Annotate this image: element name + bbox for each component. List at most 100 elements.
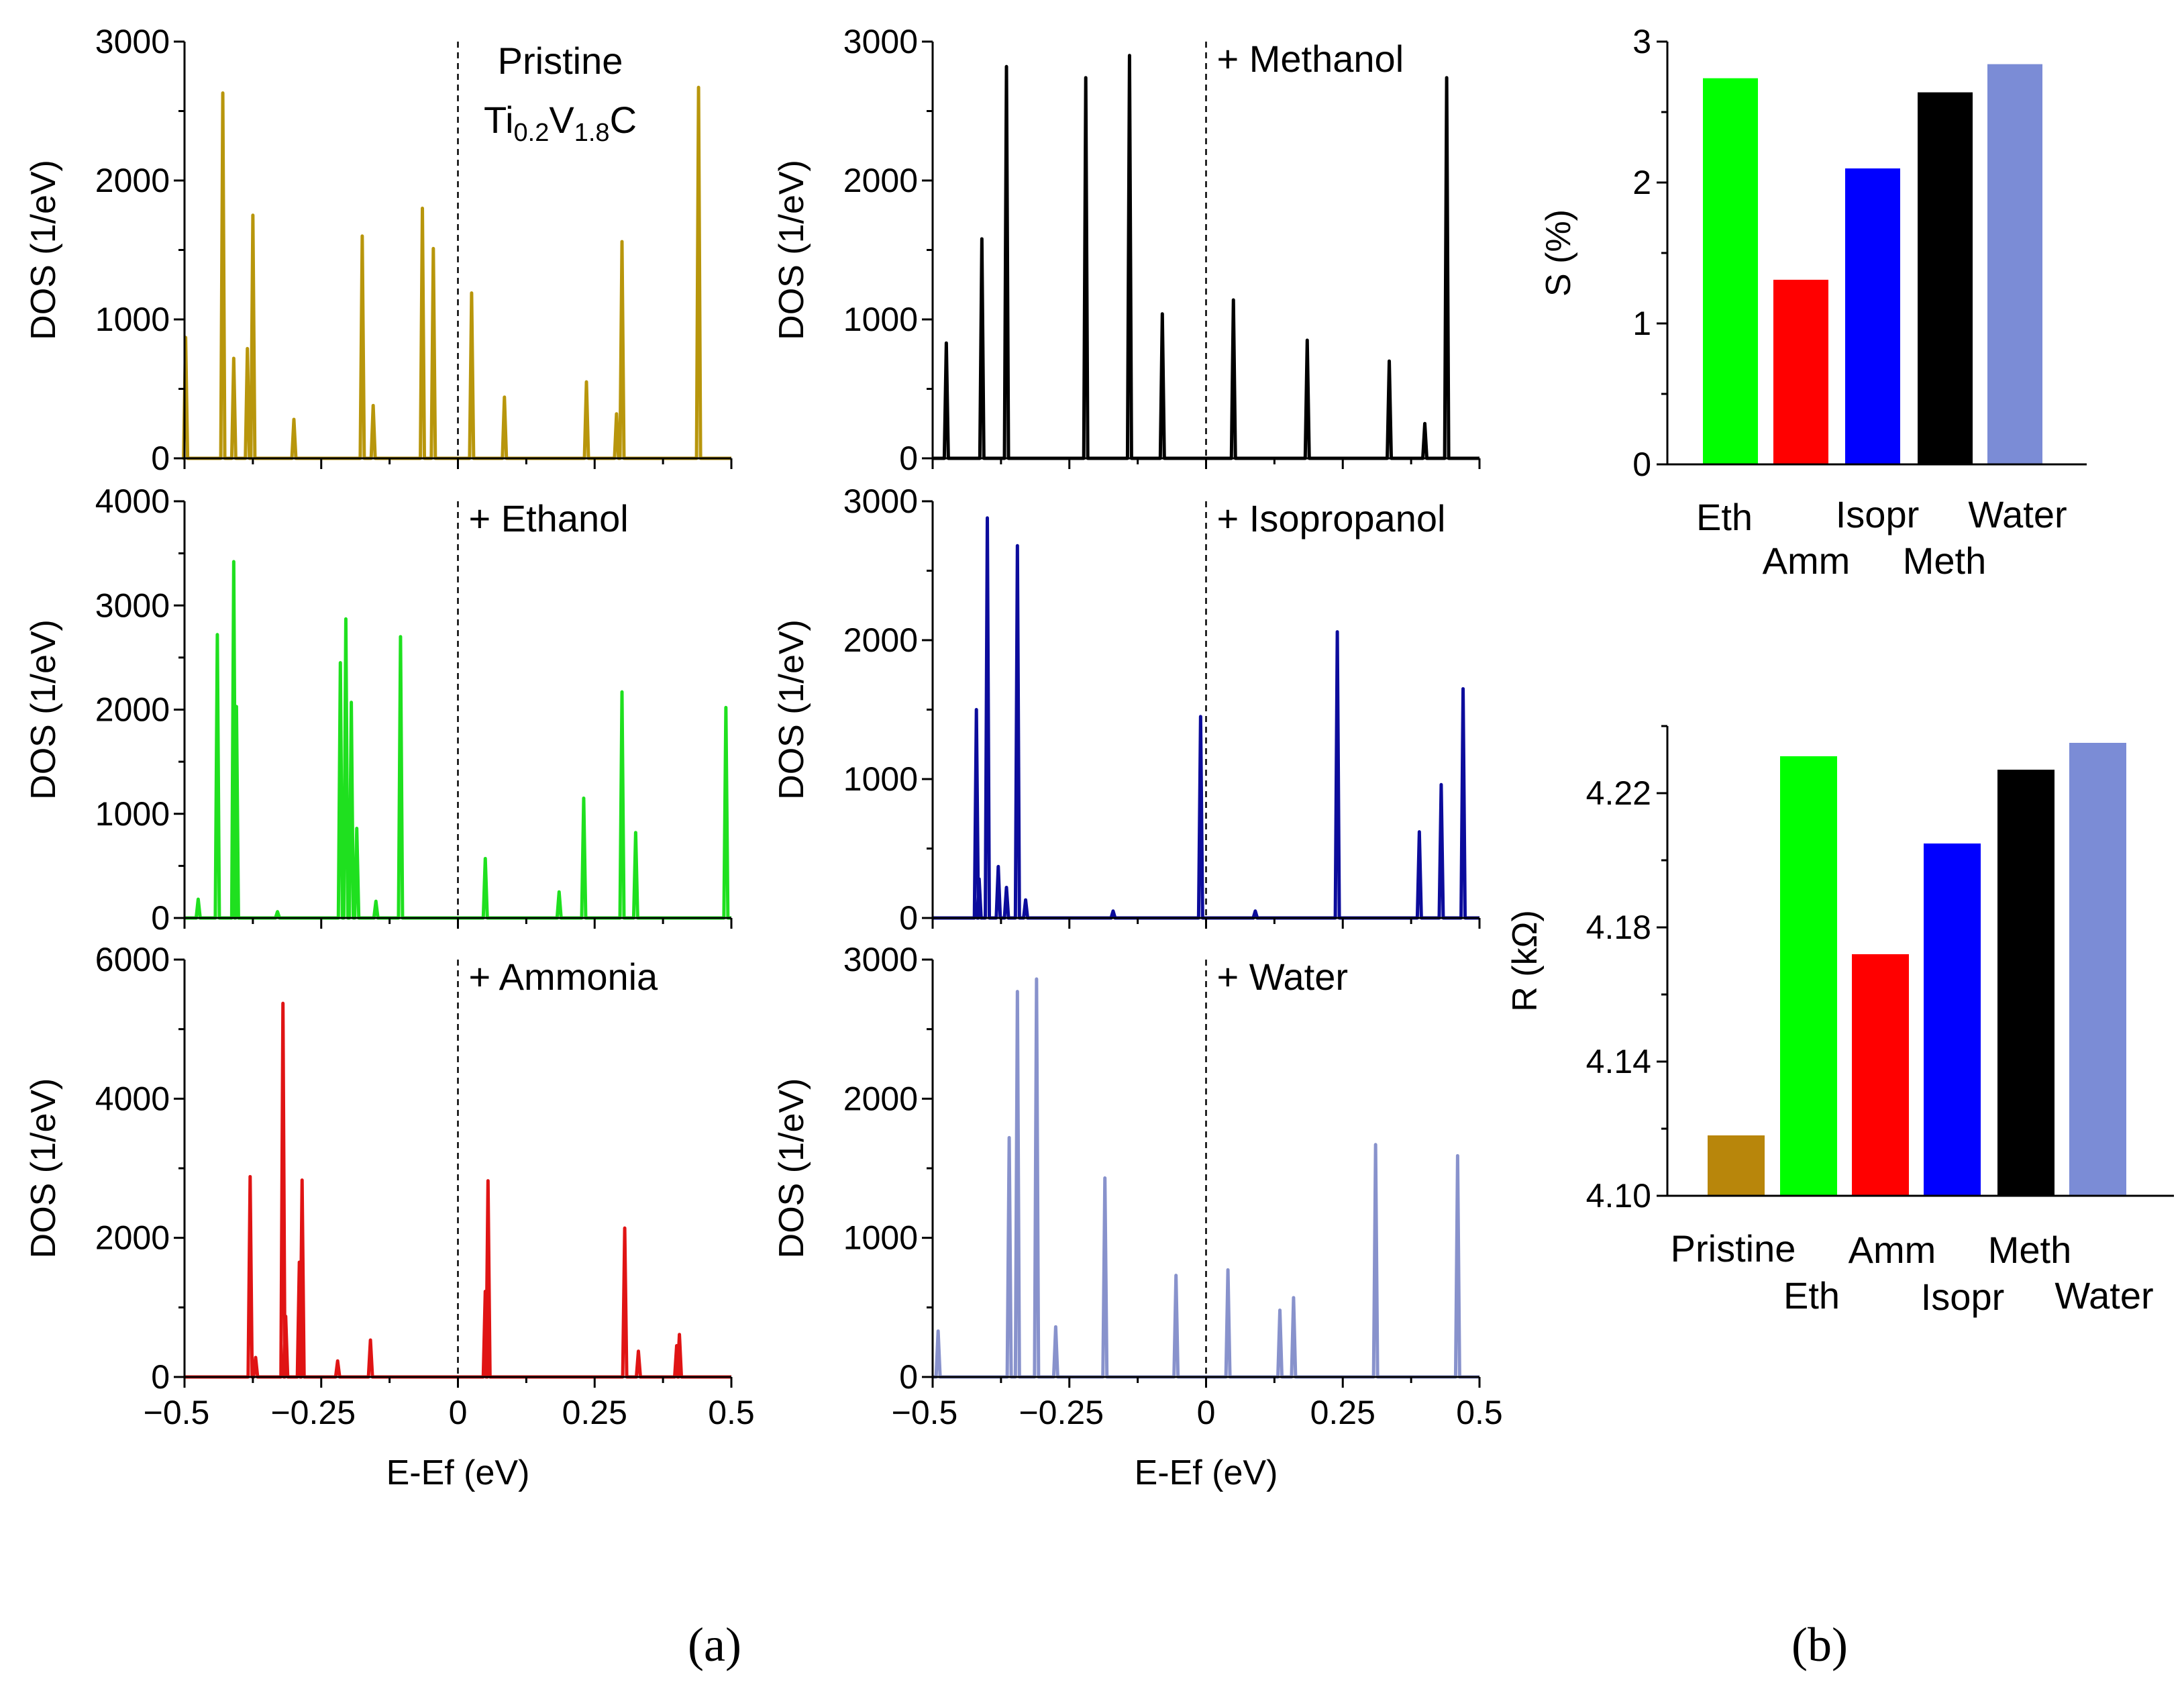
category-label-eth: Eth [1783, 1274, 1840, 1317]
formula-subscript: 1.8 [574, 119, 610, 147]
category-label-pristine: Pristine [1671, 1227, 1796, 1270]
y-tick-label: 2000 [843, 1080, 918, 1117]
y-tick-label: 0 [151, 1358, 170, 1396]
y-tick-label: 0 [899, 440, 918, 477]
y-axis-label: S (%) [1539, 209, 1578, 297]
category-label-isopr: Isopr [1836, 493, 1920, 535]
x-tick-label: −0.5 [892, 1394, 958, 1431]
panel-a-label: (a) [688, 1618, 741, 1672]
dos-panel-water: 0 1000 2000 3000 −0.5 −0.25 0 0.25 0.5 DOS (1/eV)… [772, 941, 1503, 1492]
bar-isopr [1924, 843, 1981, 1196]
y-tick-label: 3000 [843, 23, 918, 60]
y-axis-label: DOS (1/eV) [772, 160, 811, 340]
y-axis-label: DOS (1/eV) [24, 160, 63, 340]
x-tick-label: 0.25 [562, 1394, 627, 1431]
formula-subscript: 0.2 [514, 119, 550, 147]
dos-panel-pristine: 0 1000 2000 3000 DOS (1/eV) Pristine Ti0.2V1.8… [24, 23, 733, 477]
y-tick-label: 0 [151, 440, 170, 477]
y-tick-label: 1000 [95, 301, 170, 338]
bar-amm [1852, 954, 1909, 1196]
panel-title: + Ethanol [469, 497, 629, 540]
y-tick-label: 4000 [95, 1080, 170, 1117]
x-tick-label: 0 [449, 1394, 468, 1431]
bar-eth [1703, 78, 1758, 465]
y-tick-label: 1000 [843, 1219, 918, 1257]
y-tick-label: 4.14 [1586, 1043, 1651, 1080]
dos-panel-methanol: 0 1000 2000 3000 DOS (1/eV) + Methanol [772, 23, 1481, 477]
x-tick-label: 0.5 [708, 1394, 755, 1431]
bar-eth [1780, 756, 1837, 1196]
x-tick-label: −0.25 [270, 1394, 356, 1431]
y-tick-label: 4.10 [1586, 1177, 1651, 1215]
y-axis-label: DOS (1/eV) [24, 619, 63, 800]
bar-water [1987, 64, 2042, 465]
y-tick-label: 0 [899, 1358, 918, 1396]
y-tick-label: 3000 [95, 23, 170, 60]
y-tick-label: 4.18 [1586, 909, 1651, 946]
y-tick-label: 1000 [843, 301, 918, 338]
panel-title: + Ammonia [469, 956, 659, 998]
bar-amm [1773, 279, 1828, 464]
y-tick-label: 0 [899, 899, 918, 937]
dos-spectrum-line [185, 560, 731, 920]
y-tick-label: 0 [151, 899, 170, 937]
x-tick-label: 0.5 [1456, 1394, 1503, 1431]
panel-title: + Isopropanol [1217, 497, 1446, 540]
category-label-amm: Amm [1849, 1229, 1936, 1271]
y-axis-label: DOS (1/eV) [772, 619, 811, 800]
x-tick-label: 0.25 [1310, 1394, 1375, 1431]
y-tick-label: 6000 [95, 941, 170, 978]
x-axis-label: E-Ef (eV) [1135, 1453, 1278, 1492]
y-tick-label: 2000 [843, 621, 918, 659]
panel-b-label: (b) [1791, 1618, 1848, 1672]
formula-text: Ti [484, 99, 514, 141]
bar-pristine [1708, 1135, 1765, 1196]
x-tick-label: 0 [1197, 1394, 1216, 1431]
dos-panel-isopropanol: 0 1000 2000 3000 DOS (1/eV) + Isopropanol [772, 482, 1481, 937]
category-label-water: Water [2055, 1274, 2153, 1317]
y-axis-label: DOS (1/eV) [24, 1078, 63, 1259]
bar-water [2069, 743, 2126, 1196]
category-label-meth: Meth [1988, 1229, 2072, 1271]
y-tick-label: 1000 [843, 760, 918, 798]
panel-title-formula: Ti0.2V1.8C [484, 99, 637, 147]
y-tick-label: 3000 [843, 482, 918, 520]
panel-title: + Water [1217, 956, 1349, 998]
category-label-isopr: Isopr [1921, 1276, 2005, 1318]
y-tick-label: 3000 [95, 586, 170, 624]
dos-panel-ammonia: 0 2000 4000 6000 −0.5 −0.25 0 0.25 0.5 DOS (1/eV)… [24, 941, 755, 1492]
y-tick-label: 2000 [843, 162, 918, 199]
y-tick-label: 2000 [95, 691, 170, 729]
y-tick-label: 3 [1632, 23, 1651, 60]
y-axis-label: DOS (1/eV) [772, 1078, 811, 1259]
bar-meth [1997, 770, 2055, 1196]
formula-text: C [610, 99, 637, 141]
y-tick-label: 4000 [95, 482, 170, 520]
bar-meth [1918, 92, 1973, 465]
category-label-amm: Amm [1763, 540, 1851, 582]
x-tick-label: −0.5 [144, 1394, 210, 1431]
y-tick-label: 3000 [843, 941, 918, 978]
dos-panel-ethanol: 0 1000 2000 3000 4000 DOS (1/eV) + Ethanol [24, 482, 733, 937]
x-tick-label: −0.25 [1019, 1394, 1104, 1431]
panel-title: + Methanol [1217, 38, 1404, 80]
dos-spectrum-line [933, 54, 1479, 460]
y-tick-label: 2 [1632, 164, 1651, 201]
y-tick-label: 4.22 [1586, 774, 1651, 812]
y-tick-label: 0 [1632, 446, 1651, 483]
y-tick-label: 2000 [95, 1219, 170, 1257]
y-tick-label: 1000 [95, 795, 170, 833]
x-axis-label: E-Ef (eV) [386, 1453, 530, 1492]
bar-isopr [1845, 168, 1900, 464]
formula-text: V [549, 99, 574, 141]
category-label-eth: Eth [1696, 496, 1753, 538]
category-label-meth: Meth [1903, 540, 1987, 582]
y-tick-label: 1 [1632, 305, 1651, 342]
y-axis-label: R (kΩ) [1506, 910, 1545, 1012]
y-tick-label: 2000 [95, 162, 170, 199]
panel-title: Pristine [498, 40, 623, 82]
category-label-water: Water [1968, 493, 2067, 535]
